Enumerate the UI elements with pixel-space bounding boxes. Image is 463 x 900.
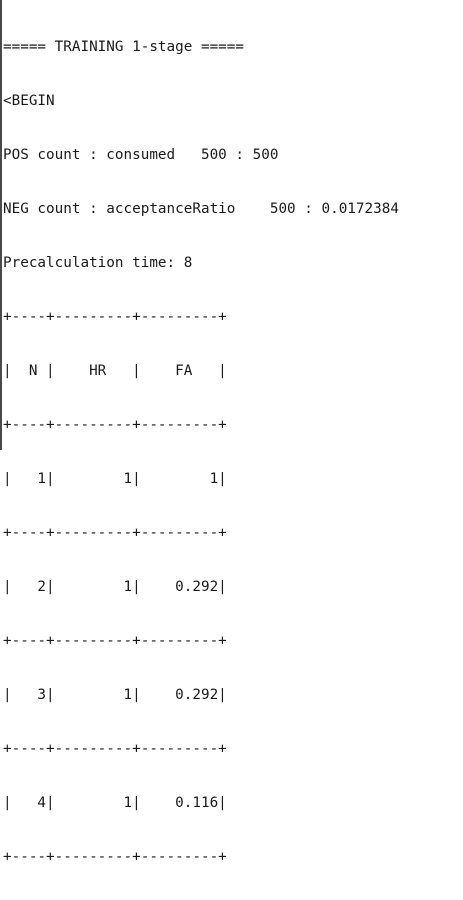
table-border-line: +----+---------+---------+ bbox=[3, 633, 227, 649]
table-border-line: +----+---------+---------+ bbox=[3, 525, 227, 541]
table-header-line: | N | HR | FA | bbox=[3, 363, 227, 379]
terminal-window[interactable]: ===== TRAINING 1-stage ===== <BEGIN POS … bbox=[0, 0, 463, 865]
precalculation-time-line: Precalculation time: 8 bbox=[3, 255, 193, 271]
table-row: | 4| 1| 0.116| bbox=[3, 795, 227, 811]
table-border-line: +----+---------+---------+ bbox=[3, 417, 227, 433]
stage-header-line: ===== TRAINING 1-stage ===== bbox=[3, 39, 245, 55]
table-border-line: +----+---------+---------+ bbox=[3, 309, 227, 325]
table-row: | 1| 1| 1| bbox=[3, 471, 227, 487]
neg-count-line: NEG count : acceptanceRatio 500 : 0.0172… bbox=[3, 201, 399, 217]
begin-marker-line: <BEGIN bbox=[3, 93, 55, 109]
table-border-line: +----+---------+---------+ bbox=[3, 849, 227, 865]
pos-count-line: POS count : consumed 500 : 500 bbox=[3, 147, 279, 163]
table-row: | 3| 1| 0.292| bbox=[3, 687, 227, 703]
terminal-left-border bbox=[0, 0, 2, 450]
terminal-output: ===== TRAINING 1-stage ===== <BEGIN POS … bbox=[3, 2, 399, 900]
table-border-line: +----+---------+---------+ bbox=[3, 741, 227, 757]
table-row: | 2| 1| 0.292| bbox=[3, 579, 227, 595]
